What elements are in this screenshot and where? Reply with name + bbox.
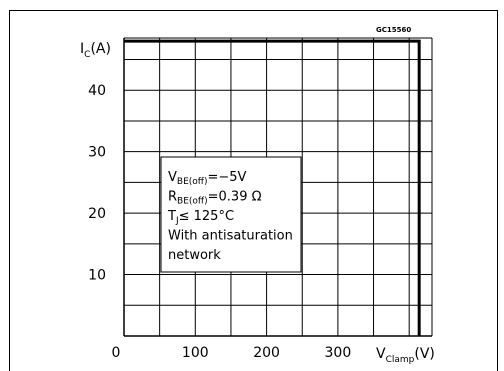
annotation-line: RBE(off)=0.39 Ω xyxy=(168,190,262,207)
tick-labels: 10 20 30 40 0 100 200 300 xyxy=(88,83,351,361)
x-tick-label: 0 xyxy=(112,345,121,361)
series xyxy=(124,39,421,336)
figure-frame xyxy=(9,10,498,371)
x-tick-label: 300 xyxy=(325,345,352,361)
y-tick-label: 40 xyxy=(88,83,106,99)
x-tick-label: 200 xyxy=(253,345,280,361)
y-tick-label: 30 xyxy=(88,145,106,161)
annotation-line: TJ≤ 125°C xyxy=(167,209,234,226)
x-tick-label: 100 xyxy=(182,345,209,361)
y-tick-label: 20 xyxy=(88,206,106,222)
x-axis-label: VClamp(V) xyxy=(376,346,435,365)
annotation-line: With antisaturation xyxy=(168,229,293,244)
annotation-line: network xyxy=(168,248,221,263)
y-tick-label: 10 xyxy=(88,268,106,284)
figure-code: GC15560 xyxy=(376,26,411,34)
annotation-line: VBE(off)=−5V xyxy=(168,170,247,187)
y-axis-label: IC(A) xyxy=(80,41,111,60)
annotation-box: VBE(off)=−5V RBE(off)=0.39 Ω TJ≤ 125°C With… xyxy=(160,156,302,273)
rbsoa-boundary-line xyxy=(124,39,421,336)
annotation-box-frame xyxy=(160,156,302,273)
grid xyxy=(123,37,433,337)
